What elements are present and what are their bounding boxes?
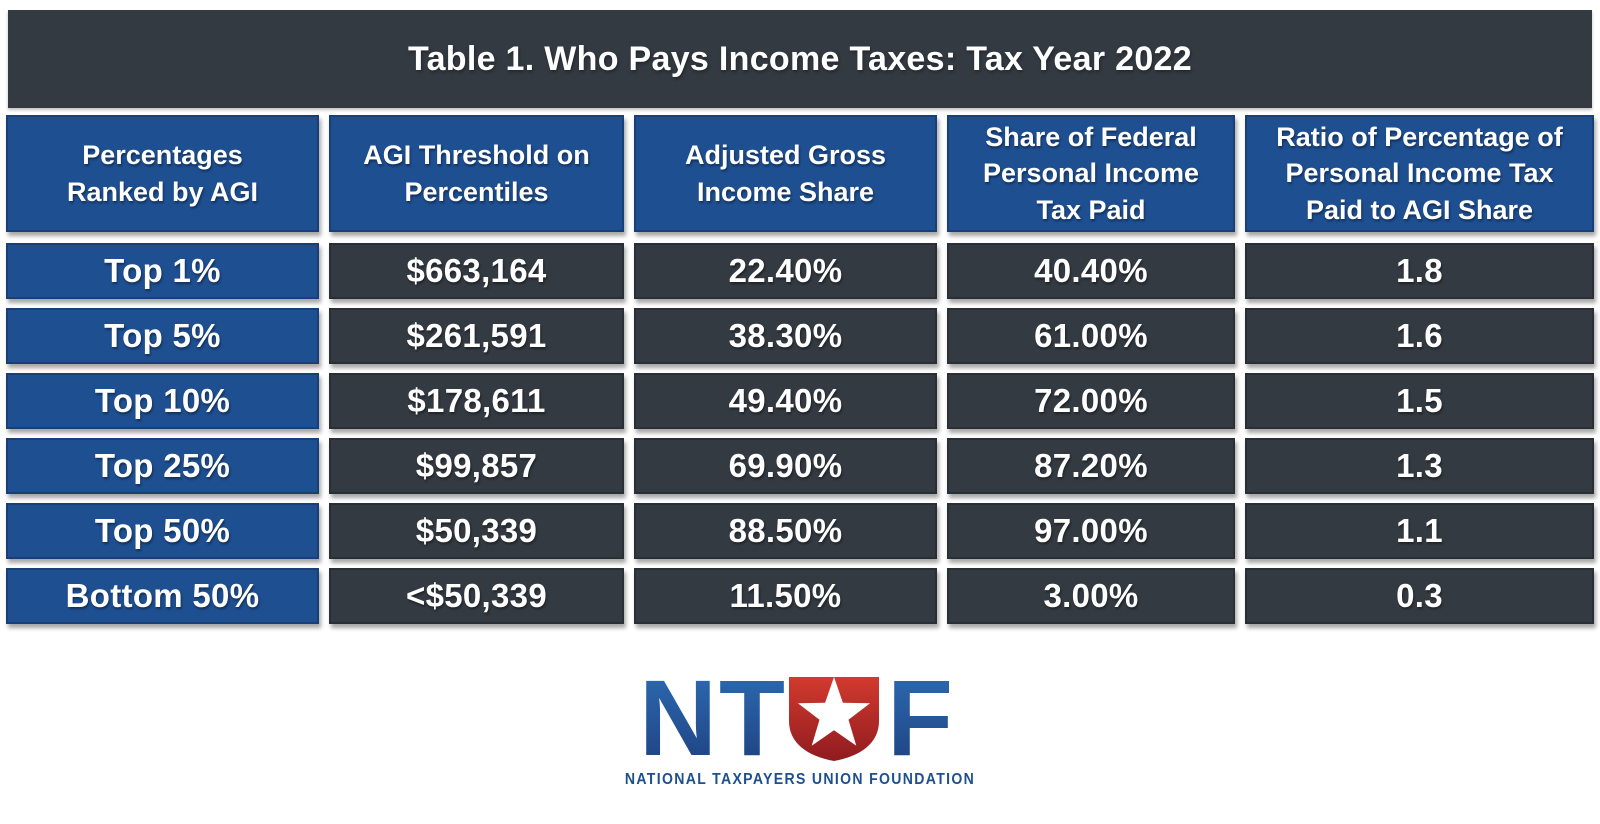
table-row-top-50: Top 50% $50,339 88.50% 97.00% 1.1 — [6, 503, 1594, 559]
row-label: Top 5% — [6, 308, 319, 364]
ratio-cell: 1.8 — [1245, 243, 1594, 299]
ntuf-wordmark: NATIONAL TAXPAYERS UNION FOUNDATION — [624, 771, 976, 788]
table-title-bar: Table 1. Who Pays Income Taxes: Tax Year… — [8, 10, 1592, 108]
tax-share-cell: 40.40% — [947, 243, 1235, 299]
column-header-agi-share: Adjusted Gross Income Share — [634, 115, 937, 232]
ratio-cell: 1.6 — [1245, 308, 1594, 364]
logo-letter-n: N — [639, 675, 717, 763]
ratio-cell: 1.5 — [1245, 373, 1594, 429]
agi-share-cell: 38.30% — [634, 308, 937, 364]
row-label: Top 25% — [6, 438, 319, 494]
agi-share-cell: 69.90% — [634, 438, 937, 494]
tax-share-cell: 87.20% — [947, 438, 1235, 494]
row-label: Top 50% — [6, 503, 319, 559]
who-pays-income-taxes-table: Table 1. Who Pays Income Taxes: Tax Year… — [0, 10, 1600, 789]
table-row-bottom-50: Bottom 50% <$50,339 11.50% 3.00% 0.3 — [6, 568, 1594, 624]
row-label: Top 10% — [6, 373, 319, 429]
column-header-agi-threshold: AGI Threshold on Percentiles — [329, 115, 624, 232]
row-label: Bottom 50% — [6, 568, 319, 624]
ratio-cell: 0.3 — [1245, 568, 1594, 624]
table-row-top-1: Top 1% $663,164 22.40% 40.40% 1.8 — [6, 243, 1594, 299]
table-header-row: Percentages Ranked by AGI AGI Threshold … — [6, 115, 1594, 232]
tax-share-cell: 97.00% — [947, 503, 1235, 559]
table-row-top-25: Top 25% $99,857 69.90% 87.20% 1.3 — [6, 438, 1594, 494]
agi-threshold-cell: <$50,339 — [329, 568, 624, 624]
tax-share-cell: 3.00% — [947, 568, 1235, 624]
agi-share-cell: 88.50% — [634, 503, 937, 559]
agi-threshold-cell: $178,611 — [329, 373, 624, 429]
agi-share-cell: 11.50% — [634, 568, 937, 624]
table-row-top-10: Top 10% $178,611 49.40% 72.00% 1.5 — [6, 373, 1594, 429]
agi-threshold-cell: $50,339 — [329, 503, 624, 559]
logo-letter-f: F — [887, 675, 953, 763]
agi-threshold-cell: $261,591 — [329, 308, 624, 364]
column-header-percentiles: Percentages Ranked by AGI — [6, 115, 319, 232]
tax-share-cell: 61.00% — [947, 308, 1235, 364]
agi-share-cell: 49.40% — [634, 373, 937, 429]
agi-share-cell: 22.40% — [634, 243, 937, 299]
ntuf-logo: N T F NATIONAL TAXPAYERS UNION FOUNDATIO… — [0, 675, 1600, 789]
tax-share-cell: 72.00% — [947, 373, 1235, 429]
table-row-top-5: Top 5% $261,591 38.30% 61.00% 1.6 — [6, 308, 1594, 364]
column-header-ratio: Ratio of Percentage of Personal Income T… — [1245, 115, 1594, 232]
table-title: Table 1. Who Pays Income Taxes: Tax Year… — [408, 39, 1192, 78]
ratio-cell: 1.3 — [1245, 438, 1594, 494]
logo-letter-t: T — [719, 675, 785, 763]
ntuf-logo-mark: N T F — [639, 675, 953, 763]
star-icon — [797, 677, 871, 746]
agi-threshold-cell: $99,857 — [329, 438, 624, 494]
row-label: Top 1% — [6, 243, 319, 299]
ratio-cell: 1.1 — [1245, 503, 1594, 559]
agi-threshold-cell: $663,164 — [329, 243, 624, 299]
column-header-tax-share: Share of Federal Personal Income Tax Pai… — [947, 115, 1235, 232]
